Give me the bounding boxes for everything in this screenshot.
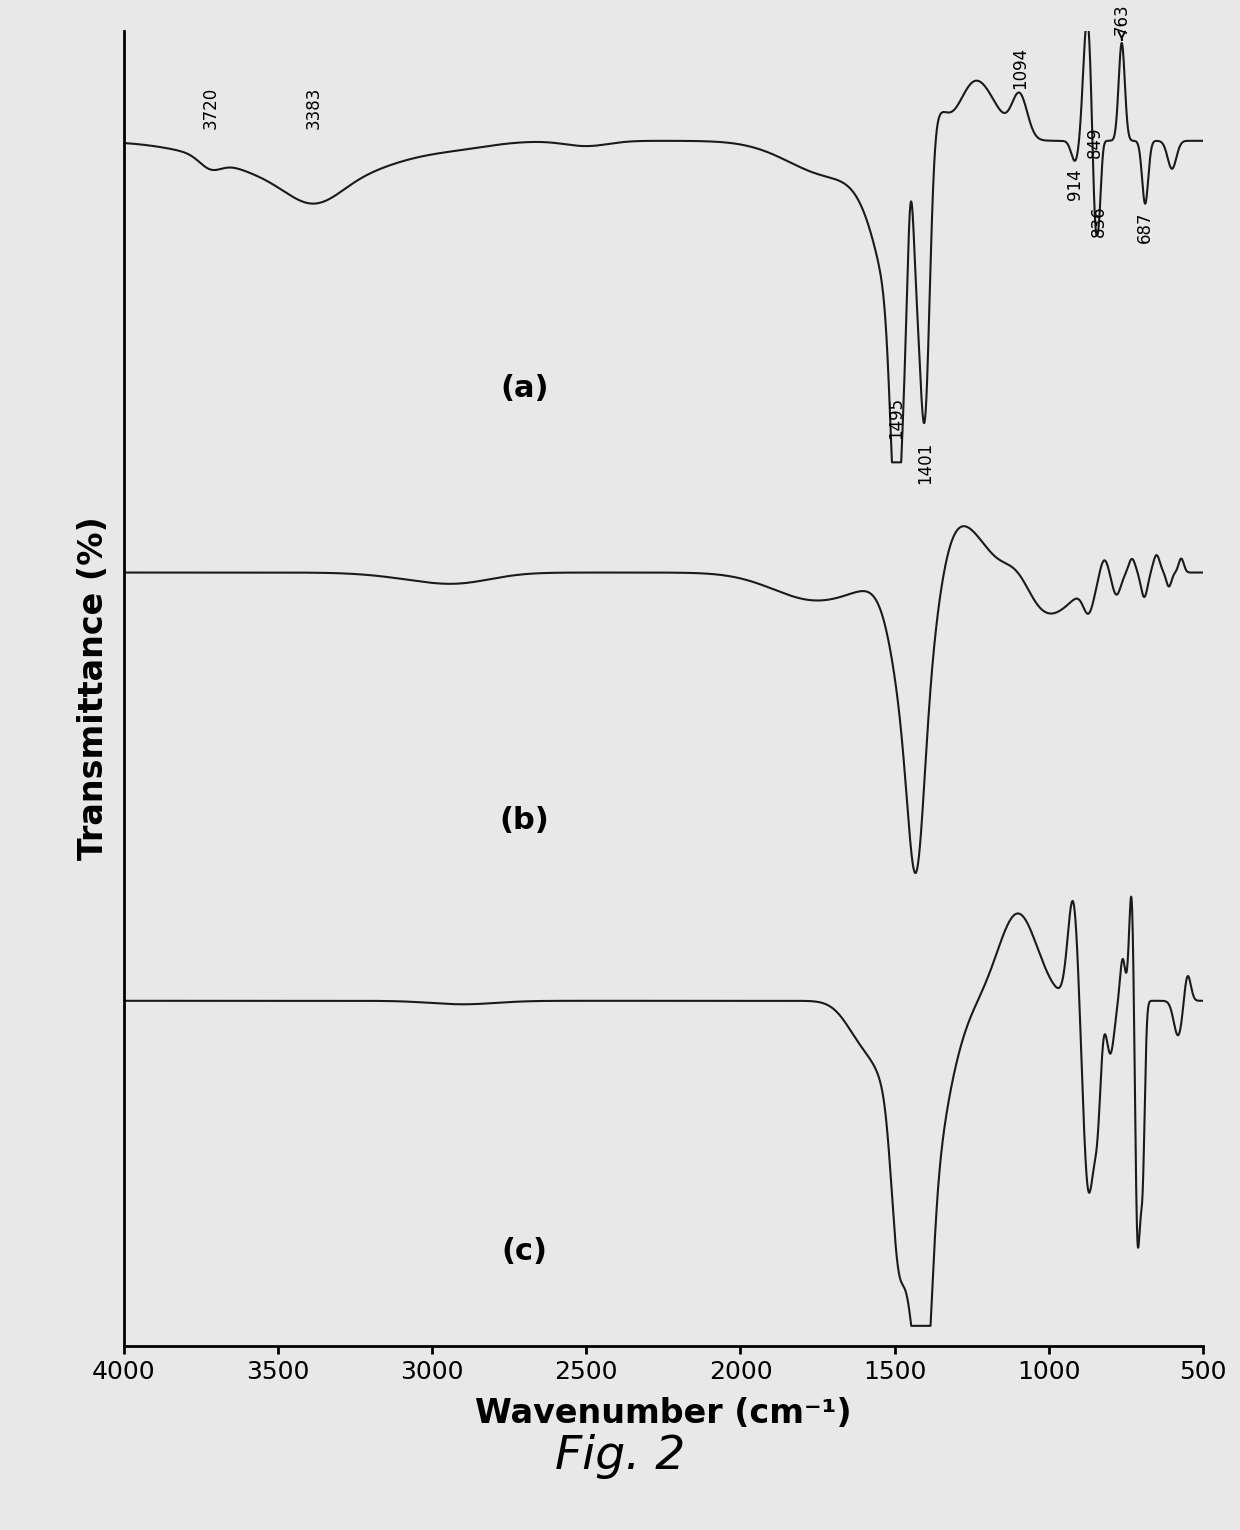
Text: 687: 687	[1136, 213, 1154, 243]
Text: 849: 849	[1086, 127, 1105, 158]
Text: (c): (c)	[502, 1238, 548, 1267]
Text: 1495: 1495	[887, 396, 905, 439]
Text: 836: 836	[1090, 205, 1109, 237]
Text: 1094: 1094	[1011, 46, 1029, 89]
Text: (b): (b)	[500, 806, 549, 834]
Text: 763: 763	[1112, 3, 1131, 40]
Text: (a): (a)	[501, 373, 549, 402]
Text: 1401: 1401	[916, 442, 934, 483]
X-axis label: Wavenumber (cm⁻¹): Wavenumber (cm⁻¹)	[475, 1397, 852, 1431]
Text: 3383: 3383	[305, 87, 324, 129]
Text: 3720: 3720	[201, 87, 219, 129]
Y-axis label: Transmittance (%): Transmittance (%)	[77, 517, 110, 860]
Text: 914: 914	[1066, 168, 1084, 200]
Text: Fig. 2: Fig. 2	[554, 1434, 686, 1480]
